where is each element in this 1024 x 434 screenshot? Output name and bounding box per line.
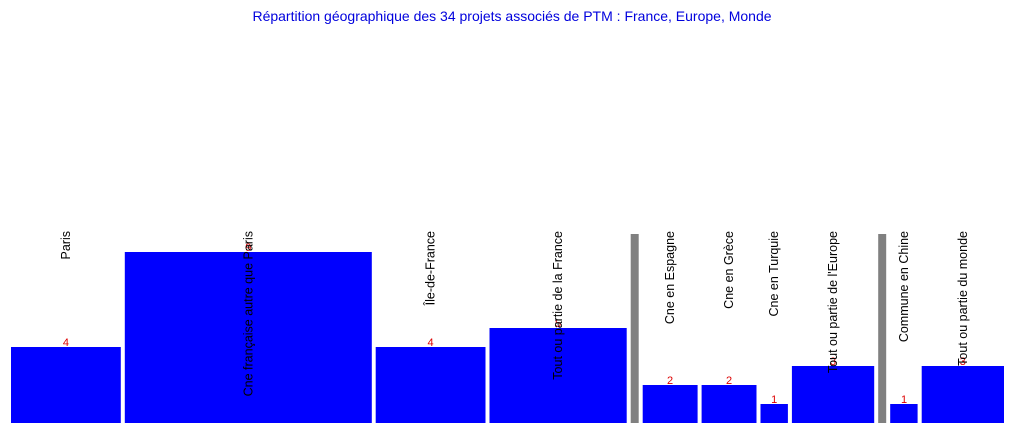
bar: [124, 252, 372, 423]
value-label: 1: [901, 394, 907, 406]
bar: [642, 385, 698, 423]
category-label: Cne en Turquie: [767, 231, 781, 317]
value-label: 9: [245, 242, 251, 254]
category-label: Tout ou partie de la France: [551, 231, 565, 380]
category-label: Paris: [59, 231, 73, 259]
group-separator: [878, 234, 887, 423]
value-label: 4: [428, 337, 434, 349]
bar: [890, 404, 918, 423]
bar: [489, 328, 627, 423]
bar: [791, 366, 875, 423]
category-label: Cne en Grèce: [722, 231, 736, 309]
category-label: Tout ou partie du monde: [956, 231, 970, 366]
bar: [760, 404, 788, 423]
value-label: 2: [667, 375, 673, 387]
bar: [11, 347, 121, 423]
value-label: 1: [771, 394, 777, 406]
bar: [375, 347, 486, 423]
value-label: 4: [63, 337, 69, 349]
category-label: Île-de-France: [423, 231, 438, 306]
category-label: Tout ou partie de l'Europe: [826, 231, 840, 373]
value-label: 2: [726, 375, 732, 387]
value-label: 5: [555, 318, 561, 330]
category-label: Commune en Chine: [897, 231, 911, 342]
category-label: Cne en Espagne: [663, 231, 677, 324]
chart-title: Répartition géographique des 34 projets …: [252, 8, 772, 24]
bar: [701, 385, 757, 423]
value-label: 3: [960, 356, 966, 368]
category-label: Cne française autre que Paris: [241, 231, 255, 396]
value-label: 3: [830, 356, 836, 368]
bar: [921, 366, 1004, 423]
group-separator: [630, 234, 639, 423]
